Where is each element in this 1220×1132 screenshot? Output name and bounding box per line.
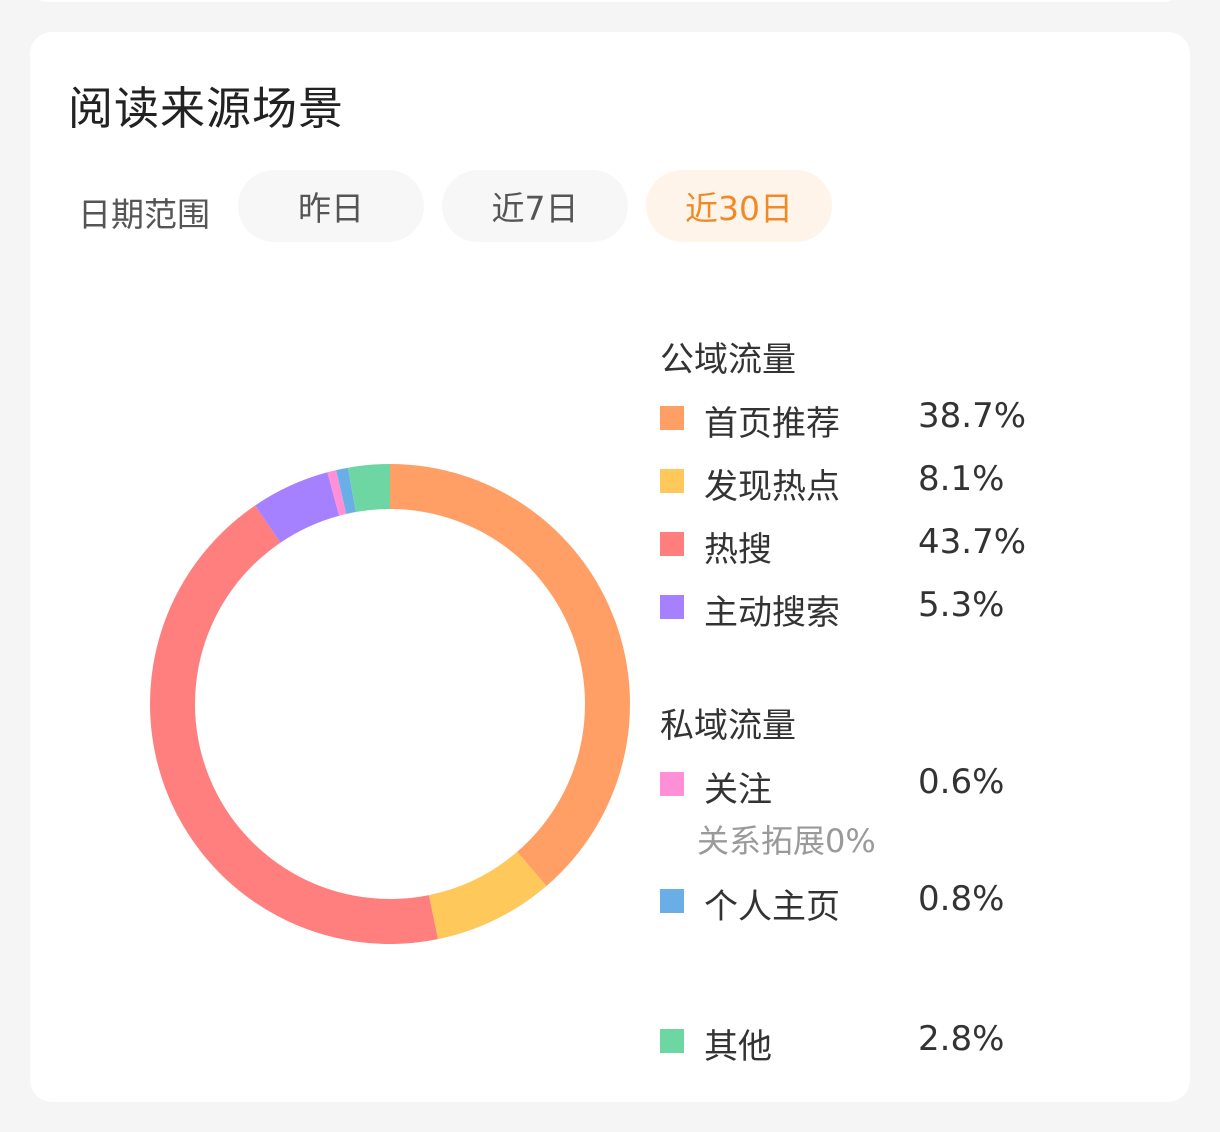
- filter-chip-yesterday[interactable]: 昨日: [238, 170, 424, 242]
- donut-segment-2: [149, 505, 438, 945]
- reading-source-card: 阅读来源场景 日期范围 昨日 近7日 近30日 公域流量 首页推荐 38.7% …: [30, 32, 1190, 1102]
- previous-card: [30, 0, 1180, 2]
- filter-chip-30days[interactable]: 近30日: [646, 170, 832, 242]
- legend-item-active-search: 主动搜索 5.3%: [660, 585, 1160, 633]
- legend-label: 关注: [704, 770, 772, 810]
- donut-segment-3: [255, 472, 340, 543]
- legend-value: 43.7%: [918, 522, 1027, 562]
- chart-legend: 公域流量 首页推荐 38.7% 发现热点 8.1% 热搜 43.7% 主动搜索 …: [660, 302, 1180, 1072]
- legend-value: 2.8%: [918, 1019, 1005, 1059]
- legend-swatch: [660, 772, 684, 796]
- legend-swatch: [660, 1029, 684, 1053]
- legend-value: 8.1%: [918, 459, 1005, 499]
- legend-swatch: [660, 595, 684, 619]
- legend-item-discover-hot: 发现热点 8.1%: [660, 459, 1160, 507]
- legend-swatch: [660, 406, 684, 430]
- legend-label: 其他: [704, 1027, 772, 1067]
- relation-expand-note: 关系拓展0%: [697, 822, 876, 860]
- legend-swatch: [660, 889, 684, 913]
- legend-group-public: 公域流量: [660, 340, 796, 380]
- donut-chart: [149, 464, 631, 945]
- legend-label: 发现热点: [704, 467, 840, 507]
- legend-item-profile: 个人主页 0.8%: [660, 879, 1160, 927]
- legend-group-private: 私域流量: [660, 706, 796, 746]
- donut-segment-6: [347, 464, 390, 513]
- legend-value: 38.7%: [918, 396, 1027, 436]
- legend-label: 热搜: [704, 530, 772, 570]
- date-range-label: 日期范围: [78, 195, 210, 234]
- legend-item-hot-search: 热搜 43.7%: [660, 522, 1160, 570]
- legend-item-follow: 关注 0.6%: [660, 762, 1160, 810]
- legend-swatch: [660, 469, 684, 493]
- donut-segment-4: [327, 470, 347, 516]
- legend-value: 5.3%: [918, 585, 1005, 625]
- legend-label: 首页推荐: [704, 404, 840, 444]
- legend-value: 0.8%: [918, 879, 1005, 919]
- legend-item-homepage: 首页推荐 38.7%: [660, 396, 1160, 444]
- donut-segment-1: [428, 851, 547, 940]
- donut-segment-5: [336, 467, 356, 514]
- donut-segment-0: [390, 464, 631, 887]
- card-title: 阅读来源场景: [68, 82, 345, 135]
- legend-item-other: 其他 2.8%: [660, 1019, 1160, 1067]
- legend-label: 主动搜索: [704, 593, 840, 633]
- filter-chip-7days[interactable]: 近7日: [442, 170, 628, 242]
- legend-label: 个人主页: [704, 887, 840, 927]
- legend-value: 0.6%: [918, 762, 1005, 802]
- legend-swatch: [660, 532, 684, 556]
